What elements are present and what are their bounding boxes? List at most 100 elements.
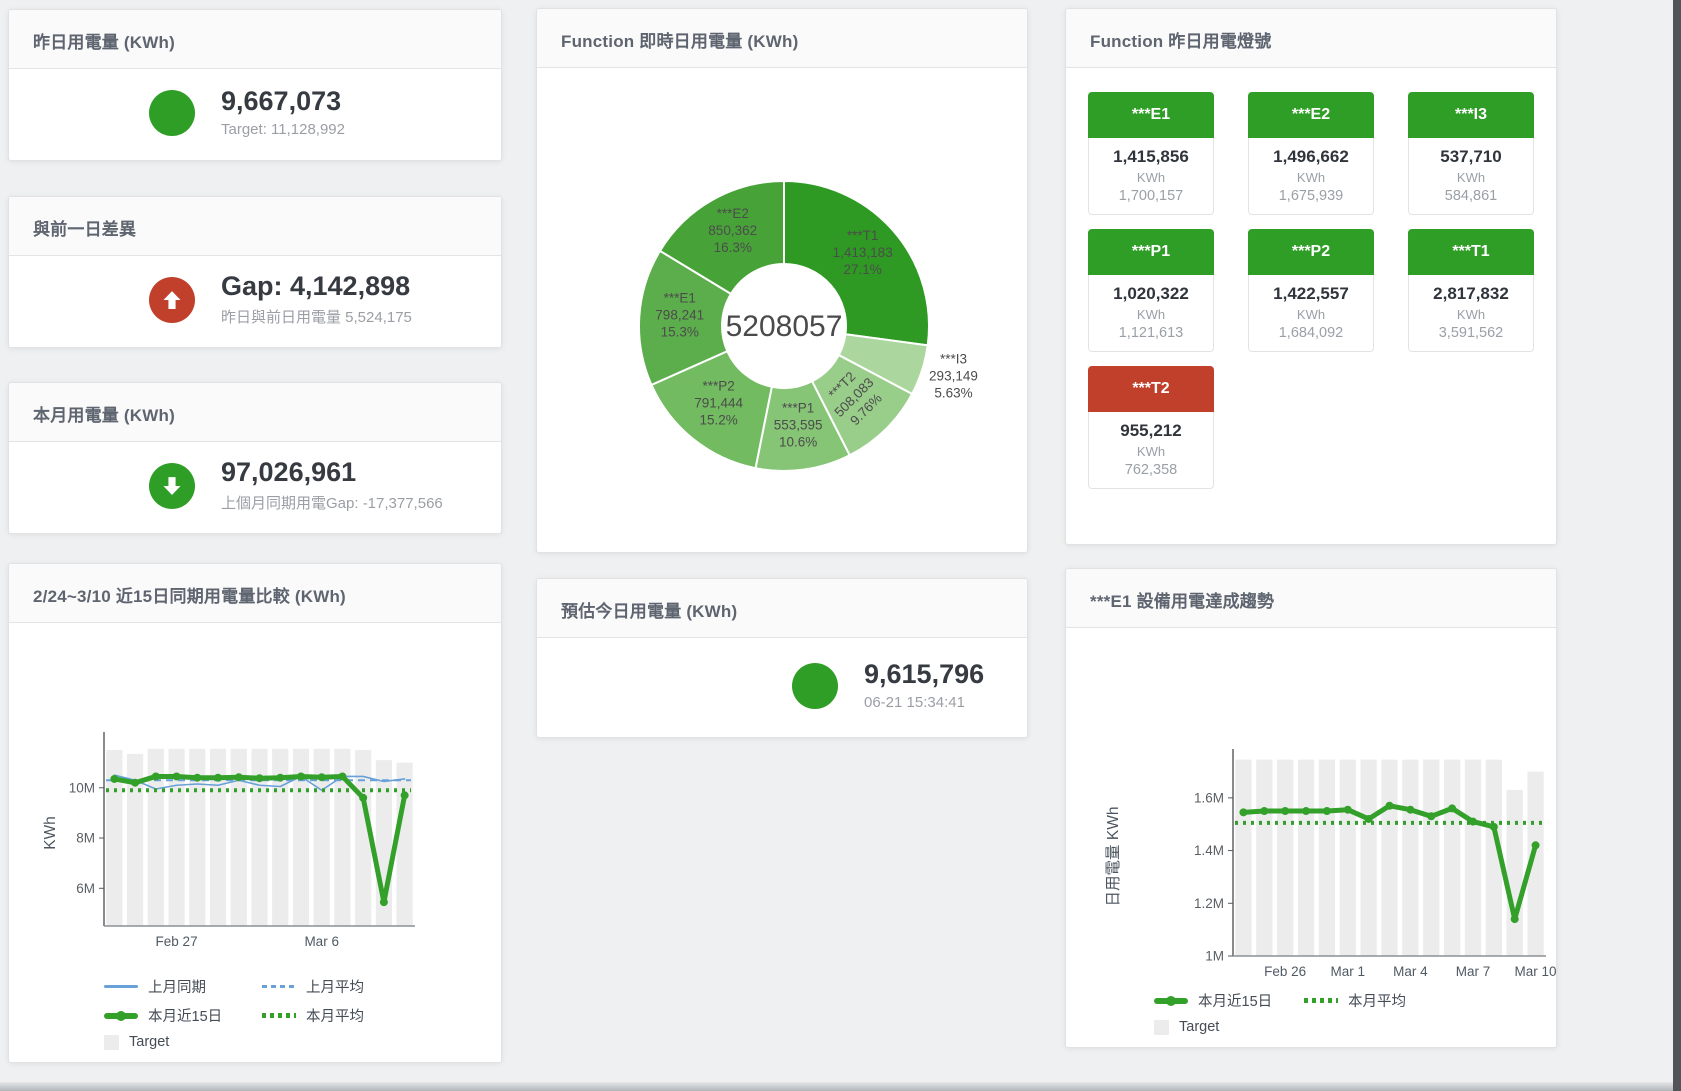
panel-header: ***E1 設備用電達成趨勢 [1066,569,1556,628]
series-本月近15日-point [317,773,326,782]
legend-item-上月平均[interactable]: 上月平均 [262,976,472,997]
e1-trend-line-chart[interactable]: 1M 1.2M 1.4M 1.6M Feb 26 Mar 1 Mar 4 Mar 7 Mar 1… [1066,694,1557,984]
donut-slice-E2[interactable] [658,179,785,296]
legend-item-本月近15日[interactable]: 本月近15日 [1154,990,1304,1011]
horizontal-scrollbar[interactable] [0,1082,1681,1091]
chart-body: 1M 1.2M 1.4M 1.6M Feb 26 Mar 1 Mar 4 Mar 7 Mar 1… [1066,628,1556,1047]
series-本月近15日-point [338,772,347,781]
legend-swatch-dotted [1304,998,1338,1003]
vertical-scrollbar[interactable] [1673,0,1681,1091]
panel-e1-trend-chart: ***E1 設備用電達成趨勢 1M 1.2M 1.4M 1.6M Feb 26 Mar 1… [1065,568,1557,1048]
legend-swatch-dashed [262,985,296,988]
light-tile-T1: ***T1 2,817,832 KWh 3,591,562 [1408,229,1534,352]
legend-item-Target[interactable]: Target [1154,1019,1304,1035]
lights-body: ***E1 1,415,856 KWh 1,700,157 ***E2 1,496,662… [1066,68,1556,544]
panel-gap-previous-day: 與前一日差異 Gap: 4,142,898 昨日與前日用電量 5,524,175 [8,196,502,348]
stat-value: 97,026,961 [221,457,357,488]
x-tick-label: Feb 27 [156,934,198,949]
legend-label: 本月平均 [306,1009,364,1025]
light-tile-name: ***E2 [1248,92,1374,138]
panel-estimate-today: 預估今日用電量 (KWh) 9,615,796 06-21 15:34:41 [536,578,1028,738]
target-bar [1235,759,1252,956]
series-本月近15日-point [276,773,285,782]
light-tile-value: 1,415,856 [1113,147,1189,166]
donut-slice-T1[interactable] [783,179,930,347]
target-bar [127,753,144,926]
series-上月同期[interactable] [113,774,406,792]
panel-title: 預估今日用電量 (KWh) [561,602,738,621]
arrow-down-icon [163,476,181,495]
target-bar [272,748,289,926]
light-tile-target: 762,358 [1124,462,1178,478]
donut-label-P1: ***P1 553,595 10.6% [774,401,823,450]
donut-center-total: 5208057 [726,310,843,343]
light-tile-body: 1,422,557 KWh 1,684,092 [1248,275,1374,352]
legend-item-本月平均[interactable]: 本月平均 [262,1005,472,1026]
column-left: 昨日用電量 (KWh) 9,667,073 Target: 11,128,992… [8,9,502,1063]
x-tick-label: Mar 10 [1515,964,1557,979]
light-tile-target: 1,700,157 [1118,188,1184,204]
panel-15day-compare-chart: 2/24~3/10 近15日同期用電量比較 (KWh) 6M 8M 10M Feb 2… [8,563,502,1063]
stat-text: Gap: 4,142,898 昨日與前日用電量 5,524,175 [221,271,412,327]
legend-swatch-line [104,1010,138,1021]
panel-yesterday-usage: 昨日用電量 (KWh) 9,667,073 Target: 11,128,992 [8,9,502,161]
light-tile-name: ***T2 [1088,366,1214,412]
series-本月近15日-point [131,778,140,787]
arrow-up-icon [163,290,181,309]
light-tile-body: 955,212 KWh 762,358 [1088,412,1214,489]
green-status-circle [149,89,195,136]
compare-line-chart[interactable]: 6M 8M 10M Feb 27 Mar 6 KWh [9,688,502,970]
target-bar [1360,759,1377,956]
stat-body: Gap: 4,142,898 昨日與前日用電量 5,524,175 [9,256,501,347]
y-tick-label: 1.2M [1194,896,1224,911]
legend-label: 上月同期 [148,980,206,996]
target-bar [1256,759,1273,956]
series-本月近15日-point [1531,841,1540,850]
panel-yesterday-lights: Function 昨日用電燈號 ***E1 1,415,856 KWh 1,700,1… [1065,8,1557,545]
legend-swatch-dotted [262,1013,296,1018]
light-tile-name: ***T1 [1408,229,1534,275]
legend-swatch-line [1154,995,1188,1006]
light-tile-target: 584,861 [1444,188,1498,204]
target-bar [1318,759,1336,956]
legend-label: 本月平均 [1348,994,1406,1010]
legend-item-上月同期[interactable]: 上月同期 [104,976,262,997]
light-tile-target: 1,121,613 [1118,325,1184,341]
series-本月近15日-point [1260,807,1269,816]
light-tile-E1: ***E1 1,415,856 KWh 1,700,157 [1088,92,1214,215]
y-tick-label: 1.6M [1194,790,1224,805]
target-bar [147,748,164,926]
y-tick-label: 6M [76,881,95,896]
series-本月近15日-point [1281,807,1290,816]
stat-subtitle: 上個月同期用電Gap: -17,377,566 [221,494,443,512]
legend-item-本月近15日[interactable]: 本月近15日 [104,1005,262,1026]
light-tile-unit: KWh [1456,170,1486,185]
chart-legend: 本月近15日 本月平均 Target [1154,990,1556,1035]
donut-chart[interactable]: ***T1 1,413,183 27.1%***I3 293,149 5.63%***T… [537,68,1027,553]
donut-label-P2: ***P2 791,444 15.2% [694,379,743,428]
series-本月近15日-point [1427,812,1436,821]
target-bar [1485,759,1502,956]
light-tile-target: 1,684,092 [1278,325,1344,341]
x-tick-label: Feb 26 [1264,964,1306,979]
legend-item-本月平均[interactable]: 本月平均 [1304,990,1514,1011]
stat-value: Gap: 4,142,898 [221,271,411,302]
green-status-circle [792,662,838,709]
light-tile-value: 2,817,832 [1433,284,1509,303]
target-bar [168,748,185,926]
light-tile-unit: KWh [1296,170,1326,185]
series-本月近15日-point [1343,805,1352,814]
target-bar [1423,759,1440,956]
stat-subtitle: Target: 11,128,992 [221,120,345,138]
donut-label-T1: ***T1 1,413,183 27.1% [833,228,893,277]
x-tick-label: Mar 7 [1456,964,1491,979]
panel-header: 2/24~3/10 近15日同期用電量比較 (KWh) [9,564,501,623]
donut-label-I3: ***I3 293,149 5.63% [929,351,978,400]
legend-item-Target[interactable]: Target [104,1034,262,1050]
panel-header: 昨日用電量 (KWh) [9,10,501,69]
series-本月近15日-point [1468,817,1477,826]
stat-text: 9,615,796 06-21 15:34:41 [864,659,984,710]
light-tile-value: 1,422,557 [1273,284,1349,303]
light-tile-name: ***P2 [1248,229,1374,275]
light-tile-body: 1,020,322 KWh 1,121,613 [1088,275,1214,352]
